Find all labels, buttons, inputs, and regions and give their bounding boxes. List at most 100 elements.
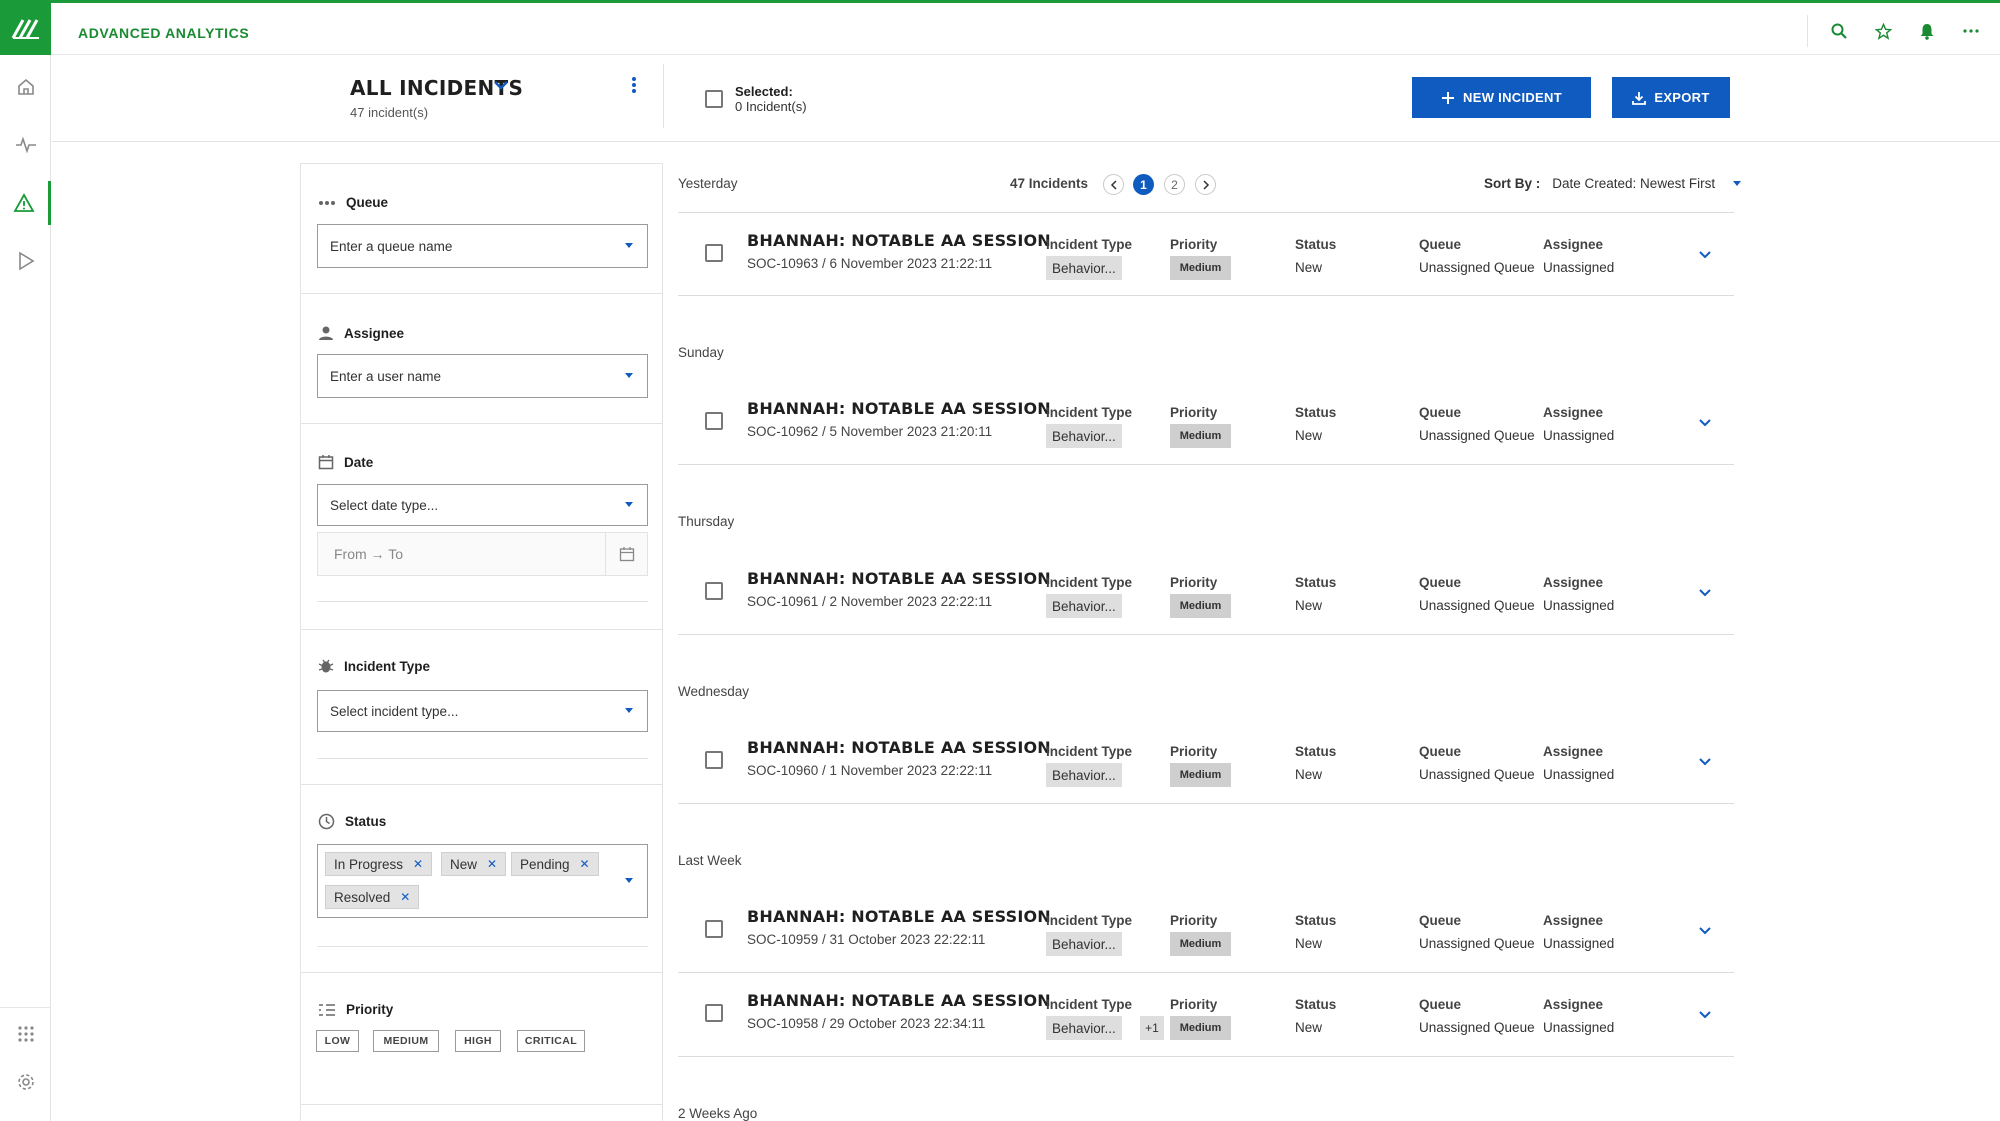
priority-chip: Medium — [1170, 932, 1231, 956]
chevron-down-icon[interactable] — [1698, 415, 1712, 433]
row-checkbox[interactable] — [705, 412, 723, 430]
chevron-down-icon[interactable] — [1698, 754, 1712, 772]
remove-tag-icon[interactable]: ✕ — [400, 890, 411, 904]
more-icon[interactable] — [1962, 22, 1980, 40]
status-header: Status — [1295, 405, 1337, 420]
status-divider — [317, 946, 648, 947]
alert-icon — [13, 193, 35, 212]
assignee-placeholder: Enter a user name — [330, 368, 442, 384]
top-actions — [1807, 15, 1980, 47]
select-all-checkbox[interactable] — [705, 90, 723, 108]
row-checkbox[interactable] — [705, 244, 723, 262]
status-value: New — [1295, 428, 1323, 443]
incident-row[interactable]: BHANNAH: NOTABLE AA SESSION SOC-10963 / 6… — [678, 212, 1734, 296]
status-value: New — [1295, 767, 1323, 782]
date-type-select[interactable]: Select date type... — [317, 484, 648, 526]
assignee-filter: Assignee Enter a user name — [301, 294, 662, 424]
date-range-input[interactable]: From → To — [317, 532, 648, 576]
chevron-down-icon — [625, 878, 633, 883]
incident-row[interactable]: BHANNAH: NOTABLE AA SESSION SOC-10962 / 5… — [678, 381, 1734, 465]
incident-title[interactable]: BHANNAH: NOTABLE AA SESSION — [747, 231, 1051, 250]
incident-title[interactable]: BHANNAH: NOTABLE AA SESSION — [747, 907, 1051, 926]
priority-medium-button[interactable]: MEDIUM — [373, 1030, 439, 1052]
bell-icon[interactable] — [1918, 22, 1936, 40]
assignee-input[interactable]: Enter a user name — [317, 354, 648, 398]
nav-incidents[interactable] — [0, 181, 51, 225]
nav-settings[interactable] — [0, 1060, 51, 1104]
incident-title[interactable]: BHANNAH: NOTABLE AA SESSION — [747, 738, 1051, 757]
new-incident-button[interactable]: NEW INCIDENT — [1412, 77, 1591, 118]
page-2-button[interactable]: 2 — [1164, 174, 1185, 195]
chevron-down-icon[interactable] — [1698, 1007, 1712, 1025]
chevron-down-icon[interactable] — [1698, 585, 1712, 603]
status-tag-label: Pending — [520, 856, 570, 872]
prev-page-button[interactable] — [1103, 174, 1124, 195]
kebab-menu-icon[interactable] — [631, 76, 637, 99]
queue-value: Unassigned Queue — [1419, 260, 1535, 275]
status-tag-in-progress[interactable]: In Progress ✕ — [325, 852, 433, 876]
queue-header: Queue — [1419, 913, 1462, 928]
search-icon[interactable] — [1830, 22, 1848, 40]
group-label: 2 Weeks Ago — [678, 1106, 758, 1121]
row-checkbox[interactable] — [705, 920, 723, 938]
nav-activity[interactable] — [0, 123, 51, 167]
priority-high-button[interactable]: HIGH — [455, 1030, 501, 1052]
app-logo[interactable] — [0, 0, 51, 58]
chevron-down-icon — [1733, 181, 1742, 186]
incident-row[interactable]: BHANNAH: NOTABLE AA SESSION SOC-10961 / 2… — [678, 551, 1734, 635]
status-tag-pending[interactable]: Pending ✕ — [511, 852, 599, 876]
assignee-value: Unassigned — [1543, 1020, 1615, 1035]
priority-header: Priority — [1170, 405, 1218, 420]
next-page-button[interactable] — [1195, 174, 1216, 195]
nav-apps[interactable] — [0, 1012, 51, 1056]
chevron-down-icon[interactable] — [1698, 247, 1712, 265]
incident-id-date: SOC-10961 / 2 November 2023 22:22:11 — [747, 594, 993, 609]
remove-tag-icon[interactable]: ✕ — [579, 857, 590, 871]
play-icon — [18, 251, 35, 271]
status-tag-label: In Progress — [334, 856, 404, 872]
queue-value: Unassigned Queue — [1419, 767, 1535, 782]
row-checkbox[interactable] — [705, 751, 723, 769]
priority-critical-button[interactable]: CRITICAL — [517, 1030, 585, 1052]
incident-title[interactable]: BHANNAH: NOTABLE AA SESSION — [747, 399, 1051, 418]
queue-header: Queue — [1419, 744, 1462, 759]
incident-type-chip: Behavior... — [1046, 1016, 1122, 1040]
section-divider — [301, 1104, 662, 1105]
status-tag-new[interactable]: New ✕ — [441, 852, 507, 876]
incident-type-header: Incident Type — [1046, 997, 1133, 1012]
incident-row[interactable]: BHANNAH: NOTABLE AA SESSION SOC-10960 / 1… — [678, 720, 1734, 804]
priority-low-button[interactable]: LOW — [316, 1030, 359, 1052]
status-tag-resolved[interactable]: Resolved ✕ — [325, 885, 420, 909]
incident-row[interactable]: BHANNAH: NOTABLE AA SESSION SOC-10958 / 2… — [678, 973, 1734, 1057]
priority-header: Priority — [1170, 997, 1218, 1012]
chevron-down-icon[interactable] — [1698, 923, 1712, 941]
nav-home[interactable] — [0, 65, 51, 109]
incident-row[interactable]: BHANNAH: NOTABLE AA SESSION SOC-10959 / 3… — [678, 889, 1734, 973]
status-header: Status — [1295, 913, 1337, 928]
sort-control[interactable]: Sort By : Date Created: Newest First — [1484, 176, 1742, 191]
star-icon[interactable] — [1874, 22, 1892, 40]
top-bar: ADVANCED ANALYTICS — [0, 0, 2000, 58]
calendar-picker-icon[interactable] — [605, 533, 647, 575]
row-checkbox[interactable] — [705, 1004, 723, 1022]
incident-type-header: Incident Type — [1046, 575, 1133, 590]
status-value: New — [1295, 260, 1323, 275]
incident-type-select[interactable]: Select incident type... — [317, 690, 648, 732]
queue-header: Queue — [1419, 405, 1462, 420]
queue-placeholder: Enter a queue name — [330, 238, 453, 254]
queue-value: Unassigned Queue — [1419, 428, 1535, 443]
remove-tag-icon[interactable]: ✕ — [487, 857, 498, 871]
export-button[interactable]: EXPORT — [1612, 77, 1730, 118]
queue-input[interactable]: Enter a queue name — [317, 224, 648, 268]
chevron-down-icon — [625, 243, 633, 248]
queue-value: Unassigned Queue — [1419, 1020, 1535, 1035]
incident-type-more-chip[interactable]: +1 — [1140, 1016, 1164, 1040]
remove-tag-icon[interactable]: ✕ — [413, 857, 424, 871]
row-checkbox[interactable] — [705, 582, 723, 600]
incident-title[interactable]: BHANNAH: NOTABLE AA SESSION — [747, 991, 1051, 1010]
nav-play[interactable] — [0, 239, 51, 283]
view-dropdown-icon[interactable] — [493, 78, 509, 96]
incident-title[interactable]: BHANNAH: NOTABLE AA SESSION — [747, 569, 1051, 588]
section-divider — [301, 972, 662, 973]
page-1-button[interactable]: 1 — [1133, 174, 1154, 195]
